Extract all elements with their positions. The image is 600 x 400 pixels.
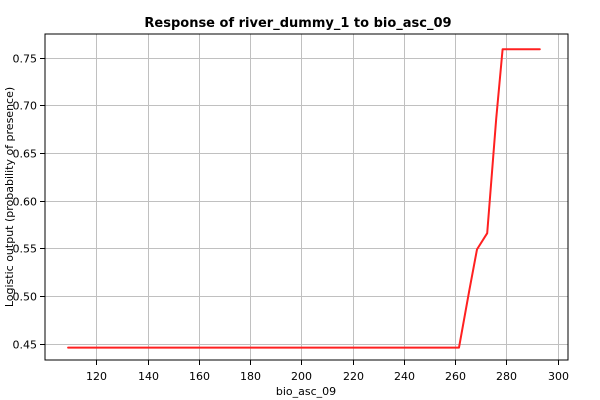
x-tick-label: 300 [548,370,569,383]
plot-area-frame [44,33,569,361]
x-tick-label: 140 [138,370,159,383]
y-tick-label: 0.60 [13,196,38,209]
x-axis-label: bio_asc_09 [276,385,336,398]
x-tick-label: 200 [291,370,312,383]
response-curve-line [67,48,541,349]
x-tick-label: 180 [240,370,261,383]
y-tick-label: 0.50 [13,291,38,304]
y-tick-label: 0.55 [13,243,38,256]
x-tick-label: 220 [343,370,364,383]
chart-title: Response of river_dummy_1 to bio_asc_09 [144,16,451,31]
x-tick-label: 120 [86,370,107,383]
y-tick-label: 0.65 [13,148,38,161]
x-tick-label: 160 [189,370,210,383]
y-tick-label: 0.45 [13,339,38,352]
y-tick-label: 0.70 [13,100,38,113]
y-axis-label: Logistic output (probability of presence… [3,87,16,307]
axis-ticks: 120 140 160 180 200 220 240 260 280 300 0.45 0.50 0.… [13,53,570,384]
x-tick-label: 280 [496,370,517,383]
y-tick-label: 0.75 [13,53,38,66]
x-tick-label: 240 [394,370,415,383]
series-layer [67,48,541,349]
grid-lines [45,34,568,360]
x-tick-label: 260 [445,370,466,383]
